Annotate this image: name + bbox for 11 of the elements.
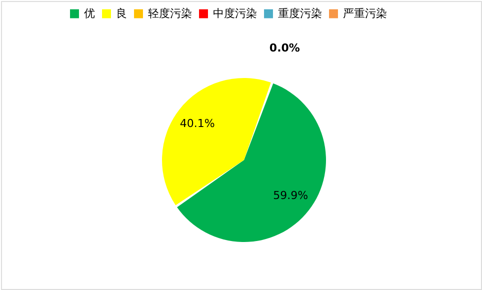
data-label: 40.1% <box>180 116 215 130</box>
data-label: 59.9% <box>273 189 308 202</box>
legend-label: 优 <box>84 6 95 20</box>
pie-slice <box>177 83 326 242</box>
text: 0.0% <box>269 41 300 54</box>
legend-label: 严重污染 <box>343 6 387 20</box>
legend-label: 重度污染 <box>278 6 322 20</box>
legend-label: 中度污染 <box>213 6 257 20</box>
legend-label: 轻度污染 <box>148 6 192 20</box>
pie-slice <box>162 78 271 206</box>
legend-label: 良 <box>116 6 127 20</box>
